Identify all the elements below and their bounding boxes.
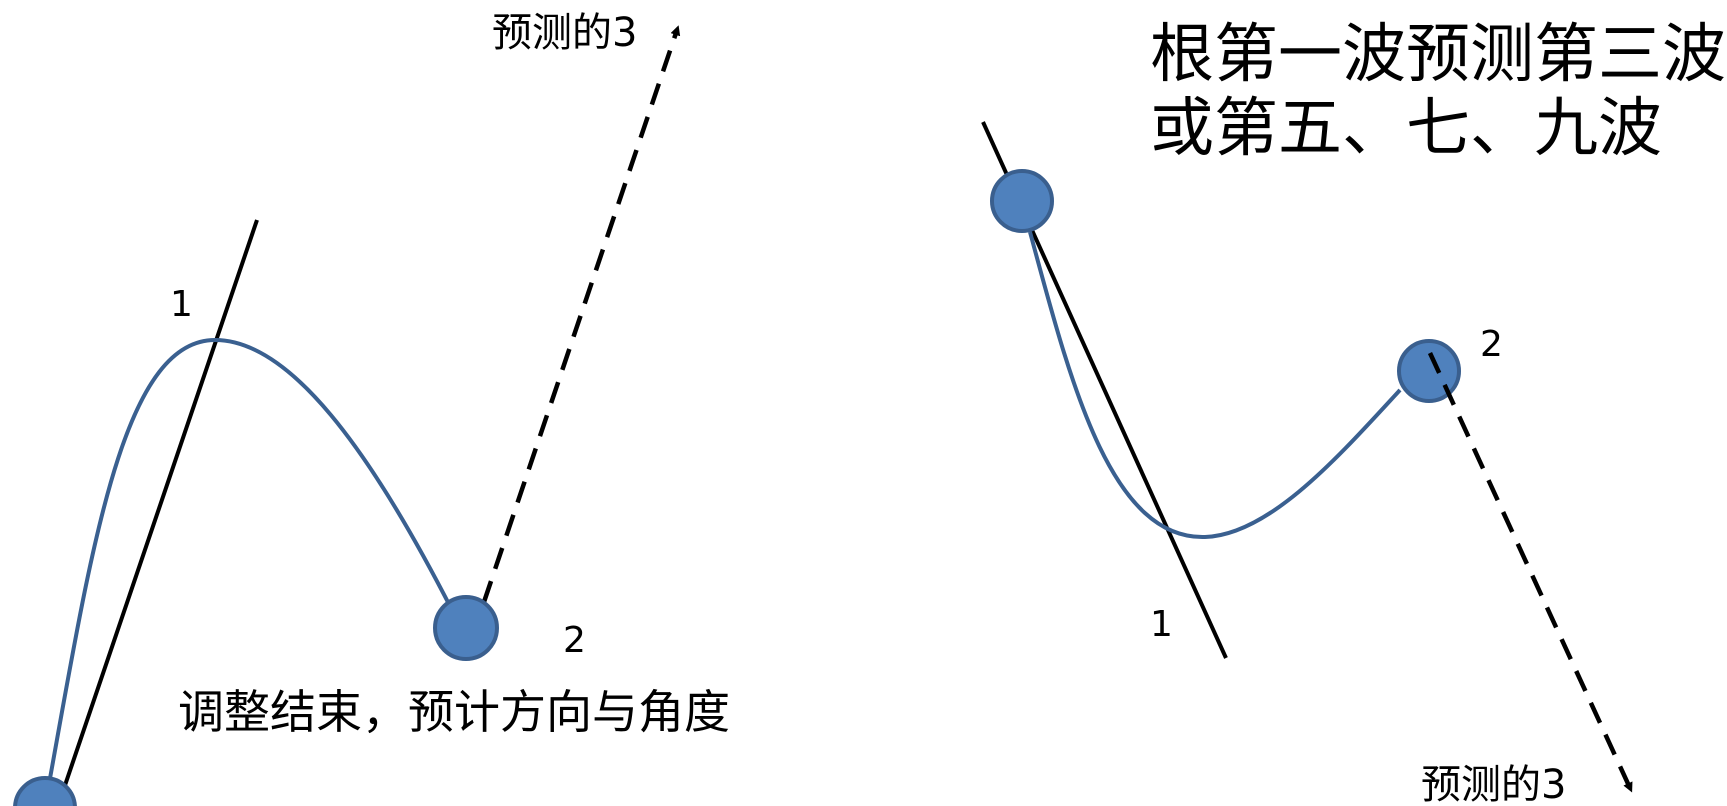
left-predicted-arrow bbox=[481, 25, 681, 603]
right-predicted-arrow bbox=[1427, 352, 1633, 793]
right-panel: 根第一波预测第三波 或第五、七、九波 2 1 预测的3 bbox=[981, 18, 1726, 806]
right-wave1-label: 1 bbox=[1150, 604, 1173, 645]
left-wave1-label: 1 bbox=[170, 284, 193, 325]
left-caption: 调整结束，预计方向与角度 bbox=[178, 685, 730, 739]
right-predicted-label: 预测的3 bbox=[1421, 762, 1566, 806]
left-trend-line bbox=[58, 219, 259, 801]
left-panel: 预测的3 1 2 调整结束，预计方向与角度 bbox=[13, 10, 730, 806]
right-wave2-label: 2 bbox=[1480, 324, 1503, 365]
right-wave-curve bbox=[1028, 231, 1402, 540]
right-start-node bbox=[990, 169, 1054, 233]
left-wave-curve bbox=[43, 337, 454, 806]
left-wave2-label: 2 bbox=[563, 620, 586, 661]
title-line-1: 根第一波预测第三波 bbox=[1150, 18, 1726, 92]
left-wave2-node bbox=[433, 595, 499, 661]
title-line-2: 或第五、七、九波 bbox=[1150, 92, 1662, 166]
left-predicted-label: 预测的3 bbox=[492, 10, 637, 56]
left-start-node bbox=[13, 776, 77, 806]
